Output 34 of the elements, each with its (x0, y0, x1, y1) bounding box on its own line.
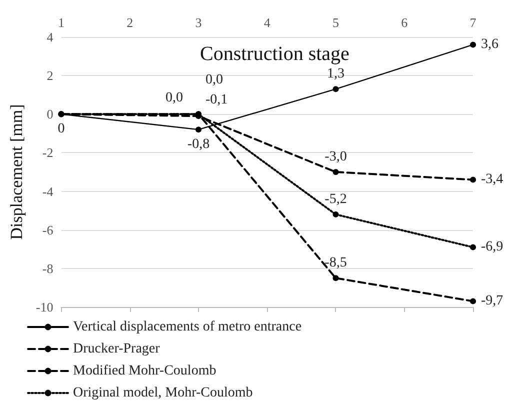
data-label: 3,6 (481, 37, 498, 52)
y-axis-title: Displacement [mm] (7, 104, 26, 240)
data-label: -3,0 (324, 150, 347, 164)
x-tick-label: 1 (58, 15, 64, 30)
x-tick-label: 6 (401, 15, 408, 30)
legend-label: Vertical displacements of metro entrance (73, 320, 302, 334)
data-label: -3,4 (481, 172, 504, 188)
x-tick-label: 3 (195, 15, 202, 30)
legend-label: Modified Mohr-Coulomb (73, 364, 216, 378)
y-tick-label: -8 (42, 260, 54, 276)
y-tick-label: -6 (42, 222, 54, 238)
x-tick-label: 5 (332, 15, 339, 30)
y-tick-label: 0 (46, 106, 54, 122)
legend-label: Drucker-Prager (73, 342, 160, 356)
y-tick-label: -10 (36, 300, 54, 314)
data-label: -8,5 (324, 256, 347, 271)
data-label: -0,1 (205, 92, 228, 108)
data-label: -0,8 (187, 137, 210, 152)
data-label: 0,0 (165, 90, 183, 106)
y-tick-label: -4 (42, 184, 54, 199)
data-label: 1,3 (326, 66, 344, 82)
x-tick-label: 7 (470, 15, 477, 30)
data-label: 0,0 (205, 72, 223, 88)
x-tick-label: 4 (264, 15, 271, 30)
y-tick-label: -2 (42, 145, 54, 160)
x-axis-title: Construction stage (200, 43, 350, 65)
legend-label: Original model, Mohr-Coulomb (73, 386, 253, 400)
y-tick-label: 2 (46, 68, 54, 84)
data-label: 0 (58, 122, 65, 137)
data-label: -6,9 (481, 240, 504, 255)
x-tick-label: 2 (126, 15, 134, 30)
y-tick-label: 4 (46, 30, 54, 44)
data-label: -5,2 (324, 192, 347, 207)
data-label: -9,7 (481, 294, 504, 309)
